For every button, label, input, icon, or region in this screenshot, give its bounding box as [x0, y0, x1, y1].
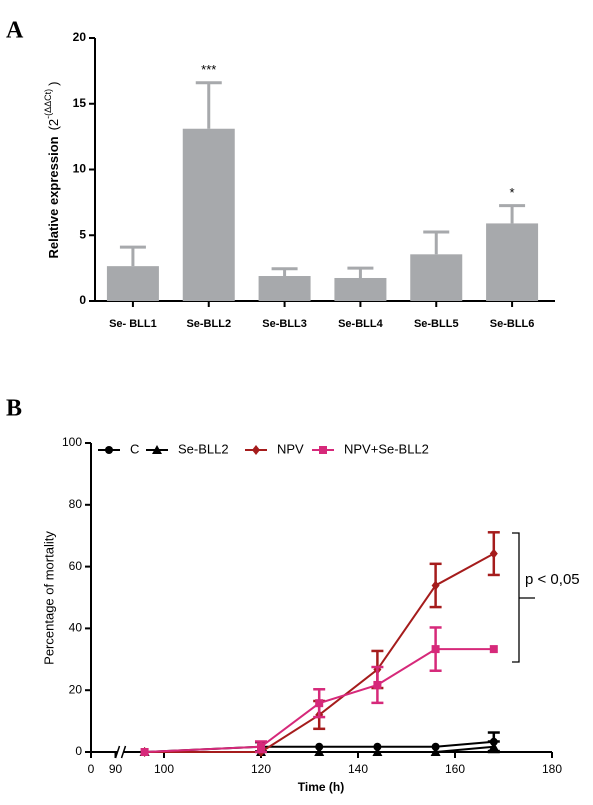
- marker: [152, 445, 162, 454]
- marker: [140, 748, 149, 756]
- marker: [315, 742, 324, 751]
- y-tick-label: 15: [73, 96, 87, 110]
- marker: [373, 742, 382, 751]
- y-label-exponent: -(ΔΔCt): [43, 89, 53, 119]
- y-tick-label: 60: [69, 559, 83, 573]
- y-tick-label: 80: [69, 497, 83, 511]
- legend-label: C: [130, 441, 139, 456]
- marker: [430, 747, 441, 756]
- x-tick-label: 140: [348, 762, 368, 776]
- y-tick-label: 40: [69, 621, 83, 635]
- x-tick-label: Se-BLL5: [414, 318, 459, 330]
- series-line: [144, 648, 494, 753]
- marker: [431, 580, 440, 591]
- marker: [105, 446, 113, 454]
- marker: [373, 680, 382, 689]
- x-tick-label: Se-BLL3: [262, 318, 307, 330]
- y-tick-label: 20: [73, 30, 87, 44]
- legend-label: NPV: [277, 441, 304, 456]
- marker: [431, 742, 440, 751]
- y-tick-label: 10: [73, 162, 87, 176]
- y-tick-label: 100: [62, 435, 82, 449]
- axis-break: [114, 745, 127, 759]
- y-label-base: (2: [46, 119, 61, 131]
- y-tick-label: 20: [69, 682, 83, 696]
- annotation: p < 0,05: [525, 571, 580, 588]
- marker: [315, 699, 324, 708]
- x-axis-label: Time (h): [298, 780, 344, 794]
- y-label-close: ): [46, 81, 61, 85]
- marker: [488, 741, 499, 751]
- x-tick-label: Se- BLL1: [109, 318, 157, 330]
- y-tick-label: 5: [79, 227, 86, 241]
- marker: [257, 742, 265, 751]
- legend-label: Se-BLL2: [178, 441, 229, 456]
- y-label-text: Relative expression: [46, 136, 61, 258]
- marker: [431, 645, 440, 654]
- panel-label: A: [6, 18, 24, 44]
- bar: [486, 223, 539, 301]
- bar: [334, 277, 387, 301]
- bar: [258, 276, 311, 301]
- bar: [106, 266, 159, 301]
- x-tick-label: 0: [88, 762, 95, 776]
- y-axis-label: Percentage of mortality: [41, 531, 56, 665]
- x-tick-label: Se-BLL2: [186, 318, 231, 330]
- annotation: *: [510, 185, 515, 200]
- legend-label: NPV+Se-BLL2: [344, 441, 429, 456]
- bar: [410, 254, 463, 301]
- marker: [489, 645, 498, 654]
- x-tick-label: Se-BLL6: [490, 318, 535, 330]
- x-tick-label: 160: [445, 762, 465, 776]
- marker: [319, 446, 327, 454]
- marker: [489, 548, 498, 559]
- bar: [182, 128, 235, 301]
- y-tick-label: 0: [79, 293, 86, 307]
- y-axis-label: Relative expression (2-(ΔΔCt)): [43, 81, 61, 258]
- marker: [314, 747, 325, 756]
- x-tick-label: 180: [542, 762, 562, 776]
- panel-label: B: [6, 396, 22, 422]
- y-tick-label: 0: [75, 744, 82, 758]
- x-tick-label: Se-BLL4: [338, 318, 384, 330]
- marker: [252, 445, 260, 455]
- x-tick-label: 120: [251, 762, 271, 776]
- x-tick-label: 90: [109, 762, 123, 776]
- annotation: ***: [201, 62, 216, 77]
- series-line: [144, 552, 495, 753]
- significance-bracket: [512, 532, 535, 663]
- x-tick-label: 100: [154, 762, 174, 776]
- marker: [372, 747, 383, 756]
